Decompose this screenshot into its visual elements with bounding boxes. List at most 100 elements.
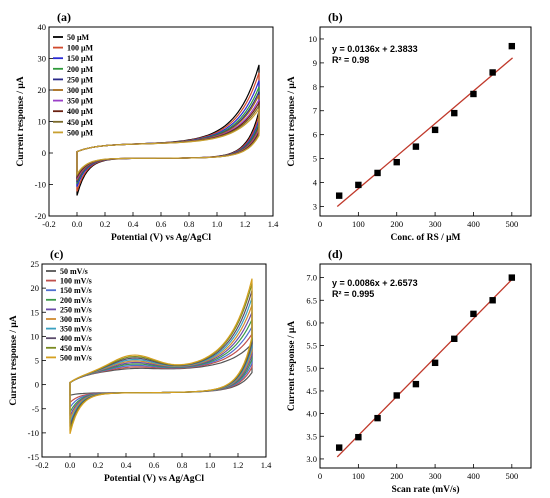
legend-label-3: 200 mV/s	[60, 296, 92, 305]
y-tick-label: -20	[35, 211, 46, 221]
y-tick-label: 4.5	[306, 386, 317, 396]
plot-frame	[319, 263, 532, 469]
data-point-1	[355, 433, 362, 441]
y-tick-label: 6.5	[306, 295, 317, 305]
data-point-5	[431, 126, 439, 134]
x-tick-label: 0.8	[177, 460, 188, 470]
y-tick-label: 20	[38, 85, 47, 95]
fit-r2: R² = 0.98	[332, 55, 369, 65]
legend-label-0: 50 μM	[67, 33, 90, 42]
x-tick-label: -0.2	[35, 460, 48, 470]
x-axis-label: Conc. of RS / μM	[390, 233, 460, 243]
x-tick-label: 100	[352, 219, 365, 229]
cv-curve-9	[69, 278, 253, 434]
y-tick-label: -10	[35, 180, 46, 190]
x-tick-label: 1.2	[233, 460, 244, 470]
data-point-3	[393, 158, 400, 166]
legend-label-7: 400 mV/s	[60, 334, 92, 343]
legend-label-2: 150 mV/s	[60, 286, 92, 295]
x-tick-label: 0	[318, 471, 322, 481]
x-tick-label: 400	[467, 219, 480, 229]
y-tick-label: 5.5	[306, 341, 317, 351]
x-tick-label: 500	[505, 219, 518, 229]
x-tick-label: 0	[318, 219, 322, 229]
x-tick-label: -0.2	[42, 219, 55, 229]
legend-label-1: 100 mV/s	[60, 277, 92, 286]
y-tick-label: 6	[313, 130, 317, 140]
x-axis-label: Scan rate (mV/s)	[391, 484, 459, 495]
y-tick-label: 25	[31, 259, 40, 269]
legend-label-9: 500 mV/s	[60, 353, 92, 362]
panel-0: -0.2 0.0 0.2 0.4 0.6 0.8 1.0 1.2 1.4 -20 -10 0 10 20 3…	[16, 10, 279, 243]
x-tick-label: 0.6	[156, 219, 167, 229]
data-point-4	[412, 380, 420, 388]
cv-curve-5	[76, 94, 260, 181]
legend-label-0: 50 mV/s	[60, 267, 88, 276]
data-point-9	[508, 274, 516, 281]
x-tick-label: 0.6	[149, 460, 160, 470]
y-tick-label: 4.0	[306, 409, 317, 419]
data-point-2	[374, 414, 381, 422]
legend-label-5: 300 μM	[67, 86, 94, 95]
y-tick-label: 7.0	[306, 273, 317, 283]
cv-curve-3	[76, 86, 260, 184]
fit-equation: y = 0.0136x + 2.3833	[332, 44, 418, 54]
x-axis-label: Potential (V) vs Ag/AgCl	[111, 232, 211, 243]
cv-curve-9	[76, 107, 260, 176]
data-point-1	[355, 181, 362, 189]
data-point-0	[335, 444, 343, 451]
y-tick-label: 20	[31, 283, 40, 293]
legend-label-4: 250 mV/s	[60, 305, 92, 314]
x-tick-label: 200	[390, 471, 403, 481]
x-tick-label: 0.8	[184, 219, 195, 229]
fit-line	[336, 57, 514, 208]
x-tick-label: 300	[429, 471, 442, 481]
y-tick-label: 8	[313, 82, 317, 92]
y-axis-label: Current response / μA	[287, 76, 297, 166]
y-tick-label: 3.5	[306, 431, 317, 441]
y-axis-label: Current response / μA	[287, 321, 297, 411]
x-tick-label: 1.2	[240, 219, 251, 229]
y-tick-label: 10	[38, 117, 47, 127]
panel-3: 0 100 200 300 400 500 3.0 3.5 4.0 4.5 5.0 5.5 6.0 6.5…	[287, 247, 532, 495]
data-point-7	[470, 90, 477, 98]
panel-label: (a)	[57, 10, 71, 24]
data-point-5	[431, 359, 439, 367]
y-tick-label: -15	[28, 452, 39, 462]
y-tick-label: 10	[31, 331, 40, 341]
cv-curve-4	[76, 91, 260, 183]
panel-1: 0 100 200 300 400 500 3 4 5 6 7 8 9 10 Conc. of RS / μ…	[287, 10, 532, 243]
x-tick-label: 0.0	[65, 460, 76, 470]
y-tick-label: 30	[38, 54, 47, 64]
x-axis-label: Potential (V) vs Ag/AgCl	[104, 473, 204, 484]
data-point-6	[451, 335, 458, 342]
x-tick-label: 400	[467, 471, 480, 481]
x-tick-label: 200	[390, 219, 403, 229]
data-points	[335, 274, 516, 451]
panel-2: -0.2 0.0 0.2 0.4 0.6 0.8 1.0 1.2 1.4 -15 -10 -5 0 5 10…	[9, 247, 272, 484]
legend-label-2: 150 μM	[67, 54, 94, 63]
y-axis-label: Current response / μA	[9, 315, 19, 405]
data-point-7	[470, 310, 477, 318]
x-tick-label: 0.4	[128, 219, 139, 229]
x-tick-label: 500	[505, 471, 518, 481]
data-point-0	[335, 192, 343, 199]
legend-label-4: 250 μM	[67, 75, 94, 84]
y-tick-label: 10	[309, 34, 318, 44]
y-tick-label: 0	[42, 148, 46, 158]
cv-curve-6	[69, 297, 253, 424]
data-point-2	[374, 169, 381, 177]
x-tick-label: 1.4	[268, 219, 279, 229]
legend-label-1: 100 μM	[67, 44, 94, 53]
legend-label-8: 450 μM	[67, 118, 94, 127]
x-tick-label: 300	[429, 219, 442, 229]
x-tick-label: 1.4	[261, 460, 272, 470]
cv-curve-8	[76, 103, 260, 178]
y-tick-label: 0	[35, 380, 39, 390]
panel-label: (b)	[328, 10, 343, 24]
y-tick-label: -10	[28, 428, 39, 438]
fit-line	[336, 278, 514, 458]
legend-label-8: 450 mV/s	[60, 344, 92, 353]
